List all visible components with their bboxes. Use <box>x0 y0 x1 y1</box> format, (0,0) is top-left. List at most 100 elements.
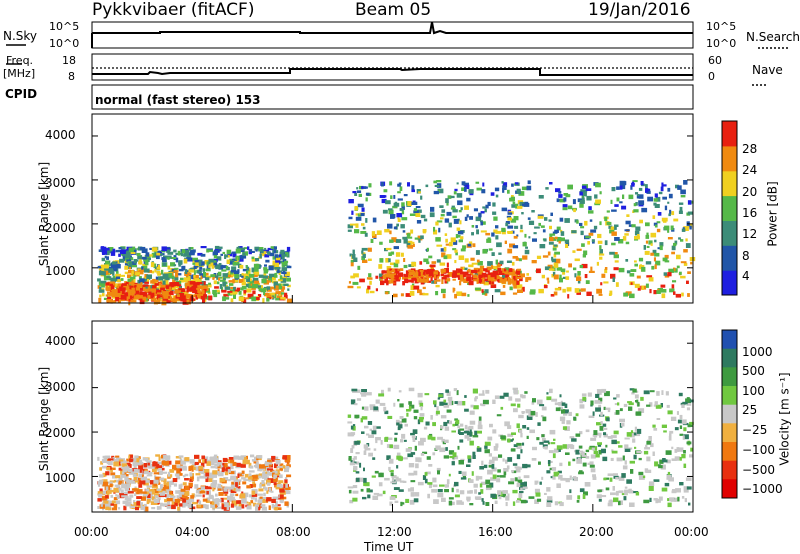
echo-cell <box>480 481 487 485</box>
echo-cell <box>575 433 581 437</box>
echo-cell <box>352 458 355 463</box>
echo-cell <box>230 271 234 275</box>
echo-cell <box>464 216 468 221</box>
echo-cell <box>386 266 392 271</box>
echo-cell <box>228 457 234 460</box>
echo-cell <box>355 471 360 474</box>
echo-cell <box>484 449 490 454</box>
echo-cell <box>522 203 525 207</box>
echo-cell <box>243 255 247 259</box>
echo-cell <box>142 457 145 461</box>
echo-cell <box>380 280 385 286</box>
xtick: 16:00 <box>478 525 513 539</box>
echo-cell <box>648 436 652 440</box>
echo-cell <box>213 250 218 256</box>
echo-cell <box>619 180 626 186</box>
echo-cell <box>213 498 219 504</box>
echo-cell <box>524 249 530 255</box>
echo-cell <box>585 280 590 284</box>
echo-cell <box>450 237 456 243</box>
echo-cell <box>598 404 602 410</box>
echo-cell <box>144 469 148 472</box>
echo-cell <box>601 388 607 393</box>
echo-cell <box>408 387 415 392</box>
echo-cell <box>480 230 487 233</box>
echo-cell <box>130 257 134 261</box>
echo-cell <box>111 295 116 299</box>
echo-cell <box>469 272 474 276</box>
echo-cell <box>127 292 131 296</box>
cpid-panel-frame <box>91 84 694 110</box>
echo-cell <box>394 275 400 278</box>
echo-cell <box>254 274 258 277</box>
echo-cell <box>601 273 606 278</box>
nsky-label: N.Sky <box>3 29 38 43</box>
echo-cell <box>103 270 109 275</box>
echo-cell <box>263 267 268 271</box>
echo-cell <box>216 256 222 261</box>
echo-cell <box>108 300 115 303</box>
echo-cell <box>262 275 269 279</box>
echo-cell <box>670 225 674 231</box>
echo-cell <box>260 249 264 254</box>
echo-cell <box>230 484 236 489</box>
echo-cell <box>241 470 245 474</box>
echo-cell <box>519 273 525 278</box>
echo-cell <box>394 268 398 272</box>
echo-cell <box>405 498 410 503</box>
power-cbar-tick: 24 <box>742 163 758 177</box>
echo-cell <box>426 247 429 252</box>
echo-cell <box>492 399 496 404</box>
echo-cell <box>610 199 613 204</box>
power-cbar-tick: 8 <box>742 249 750 263</box>
echo-cell <box>232 500 238 506</box>
echo-cell <box>433 275 437 279</box>
echo-cell <box>485 270 490 273</box>
echo-cell <box>391 214 396 219</box>
echo-cell <box>458 470 462 474</box>
echo-cell <box>452 248 457 251</box>
echo-cell <box>452 278 456 281</box>
echo-cell <box>275 285 279 289</box>
echo-cell <box>273 246 277 250</box>
echo-cell <box>175 257 179 263</box>
echo-cell <box>453 388 458 392</box>
echo-cell <box>526 185 532 191</box>
echo-cell <box>401 202 405 207</box>
echo-cell <box>480 211 485 214</box>
echo-cell <box>420 195 423 200</box>
echo-cell <box>367 494 371 499</box>
echo-cell <box>114 488 118 492</box>
echo-cell <box>650 443 654 448</box>
echo-cell <box>664 274 670 278</box>
echo-cell <box>436 406 439 411</box>
echo-cell <box>446 211 452 216</box>
echo-cell <box>631 224 636 228</box>
echo-cell <box>503 471 507 476</box>
echo-cell <box>598 449 602 455</box>
echo-cell <box>280 289 285 292</box>
echo-cell <box>357 203 364 208</box>
echo-cell <box>126 290 132 293</box>
echo-cell <box>521 286 525 292</box>
echo-cell <box>124 271 129 275</box>
echo-cell <box>558 194 563 198</box>
echo-cell <box>403 264 408 269</box>
echo-cell <box>440 274 445 277</box>
echo-cell <box>361 389 367 393</box>
echo-cell <box>127 464 132 468</box>
echo-cell <box>410 492 415 497</box>
echo-cell <box>552 247 557 251</box>
echo-cell <box>98 493 103 498</box>
echo-cell <box>205 284 212 288</box>
echo-cell <box>378 472 384 478</box>
echo-cell <box>373 492 380 495</box>
echo-cell <box>614 252 618 255</box>
echo-cell <box>156 267 161 270</box>
echo-cell <box>419 261 423 265</box>
echo-cell <box>369 404 376 408</box>
echo-cell <box>97 456 100 461</box>
echo-cell <box>265 259 270 263</box>
echo-cell <box>477 424 483 430</box>
echo-cell <box>580 288 586 292</box>
